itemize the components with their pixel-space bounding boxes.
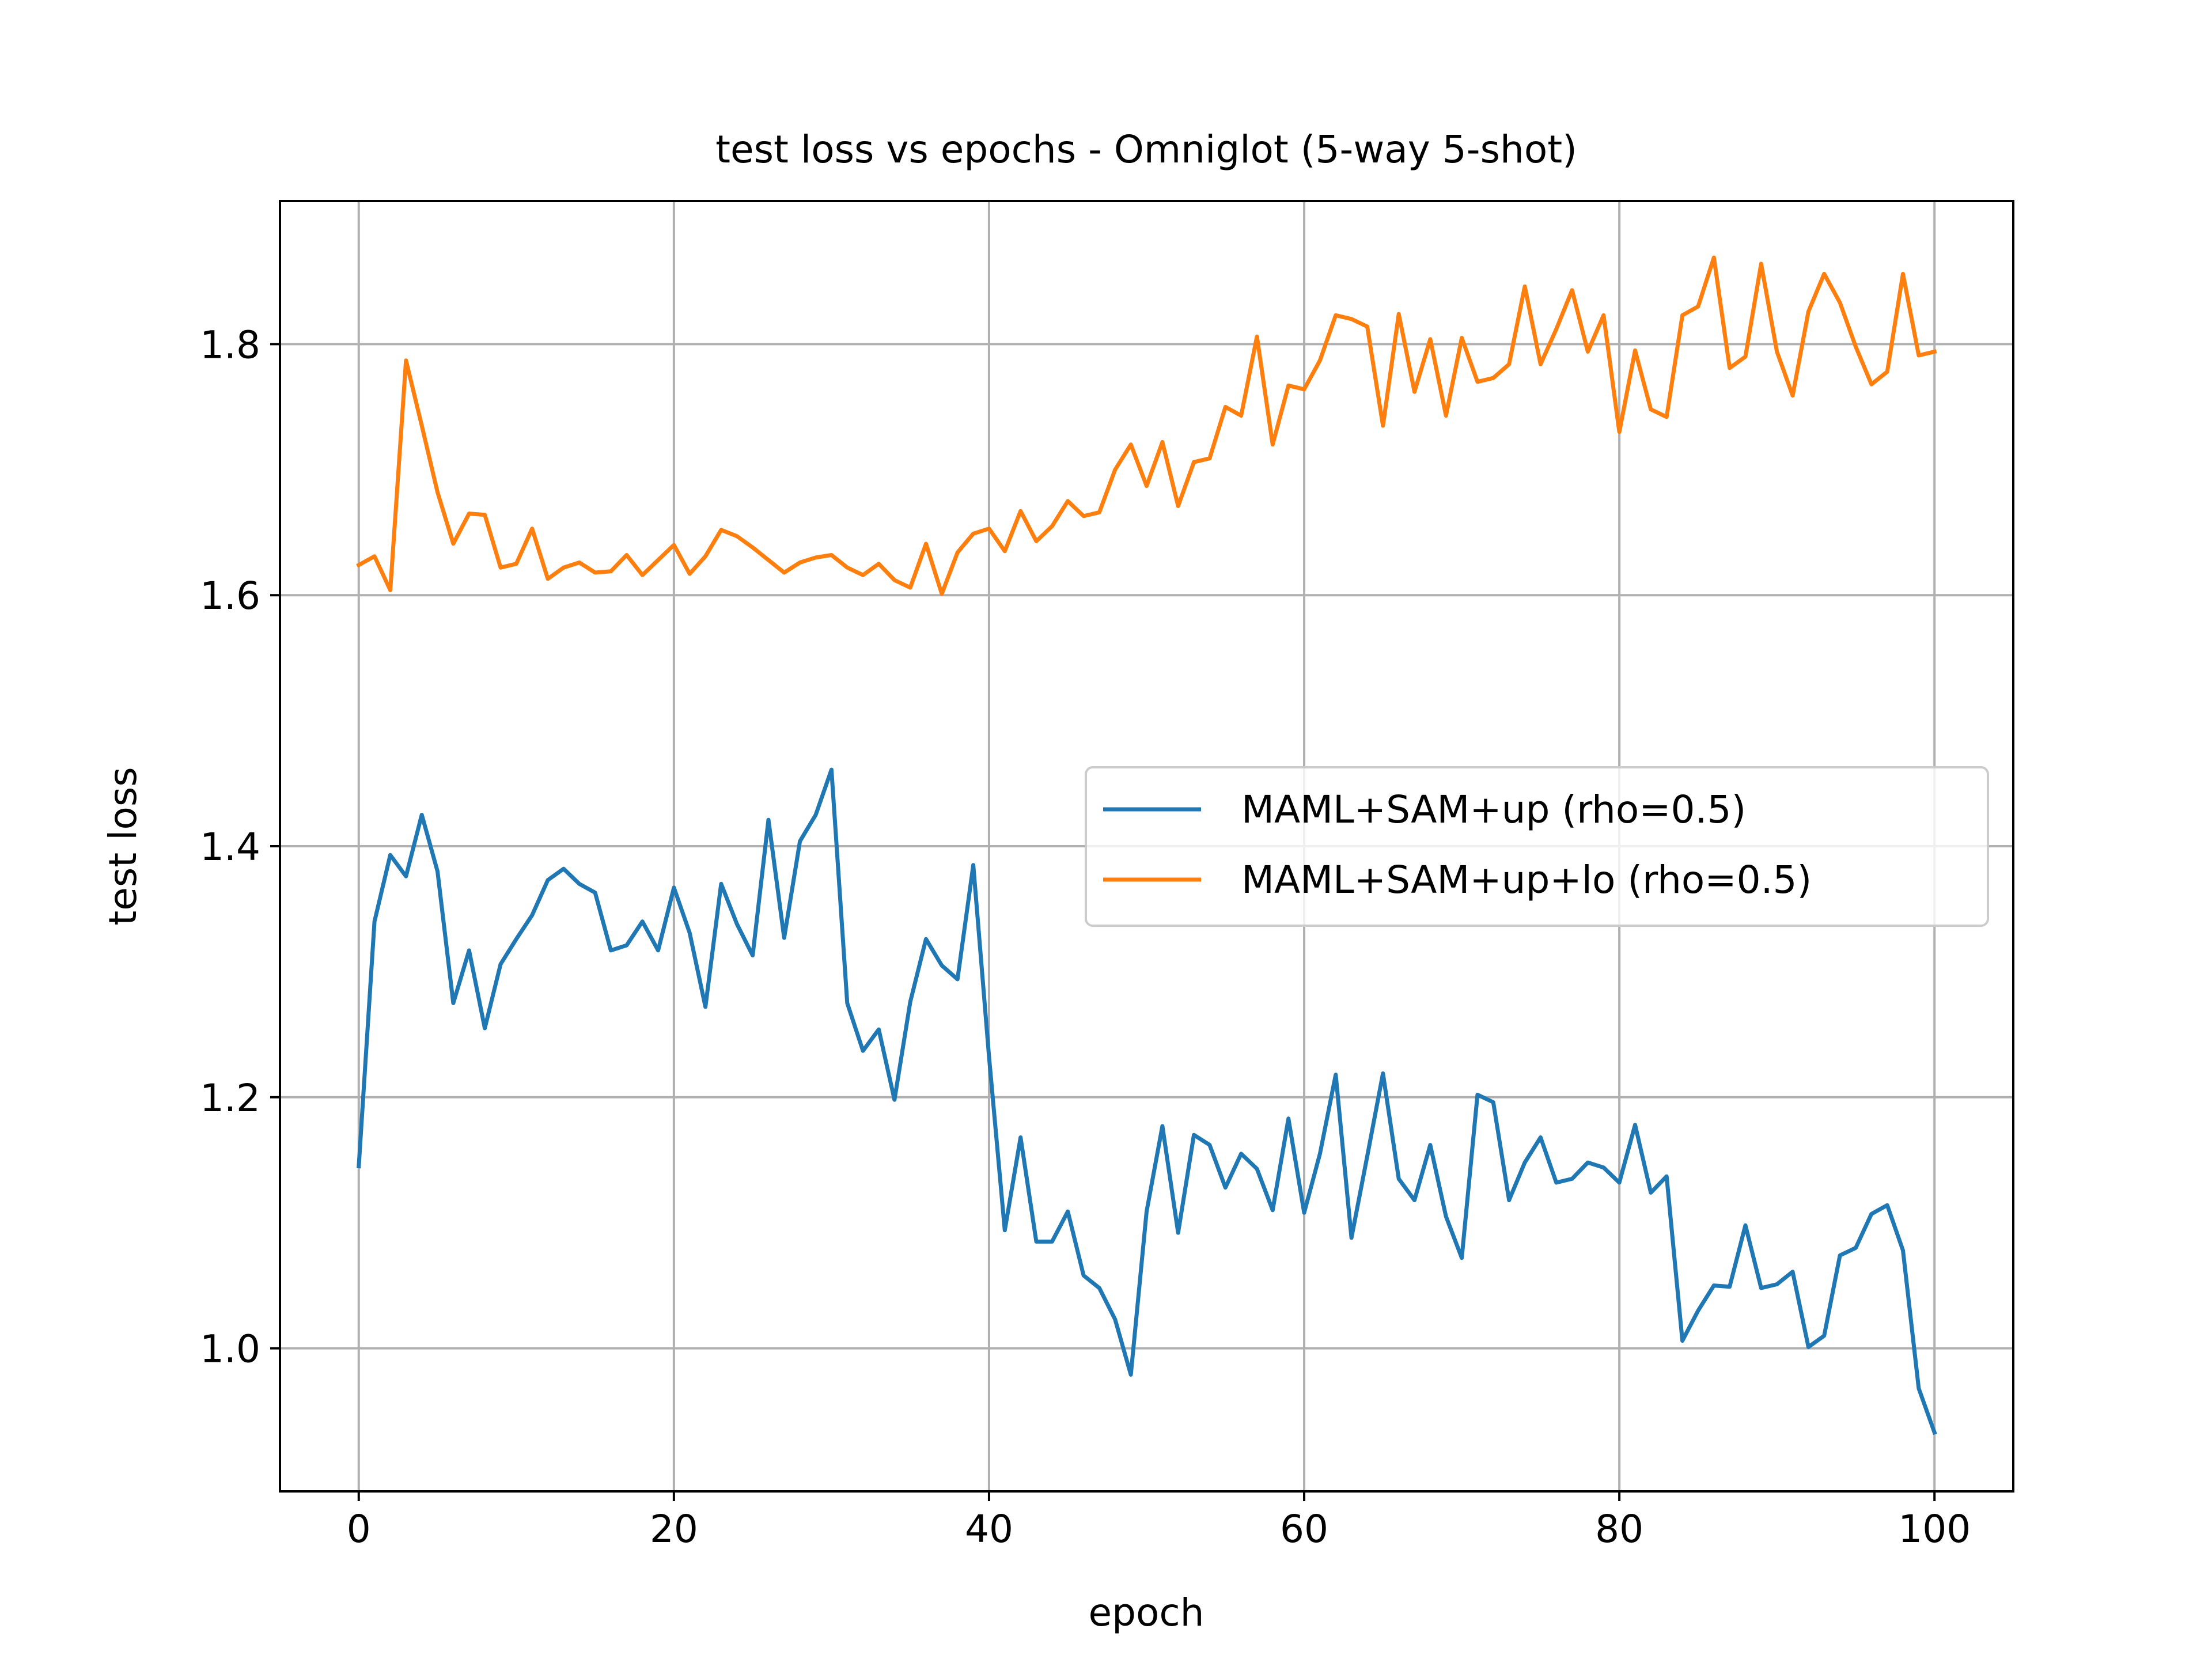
y-tick-label: 1.0 xyxy=(200,1327,260,1372)
axis-ticks: 0 20 40 60 80 100 1.0 1.2 1.4 1.6 1.8 xyxy=(200,323,1971,1551)
legend-box xyxy=(1085,766,1989,927)
x-axis-label: epoch xyxy=(1089,1590,1205,1635)
x-tick-label: 60 xyxy=(1280,1507,1328,1551)
series-line-1 xyxy=(356,255,1937,596)
y-tick-label: 1.6 xyxy=(200,574,260,618)
y-tick-label: 1.8 xyxy=(200,323,260,367)
y-axis-label: test loss xyxy=(101,767,145,925)
x-tick-label: 40 xyxy=(965,1507,1013,1551)
x-tick-label: 100 xyxy=(1898,1507,1971,1551)
series-line-0 xyxy=(357,767,1937,1435)
y-tick-label: 1.4 xyxy=(200,825,260,869)
legend-label-series-1: MAML+SAM+up+lo (rho=0.5) xyxy=(1241,858,1812,902)
chart-title: test loss vs epochs - Omniglot (5-way 5-… xyxy=(715,127,1577,172)
legend-label-series-0: MAML+SAM+up (rho=0.5) xyxy=(1241,787,1746,832)
x-tick-label: 0 xyxy=(347,1507,371,1551)
legend: MAML+SAM+up (rho=0.5) MAML+SAM+up+lo (rh… xyxy=(1085,766,1989,927)
series-lines xyxy=(356,255,1937,1435)
x-tick-label: 80 xyxy=(1595,1507,1643,1551)
x-tick-label: 20 xyxy=(650,1507,698,1551)
y-tick-label: 1.2 xyxy=(200,1076,260,1120)
